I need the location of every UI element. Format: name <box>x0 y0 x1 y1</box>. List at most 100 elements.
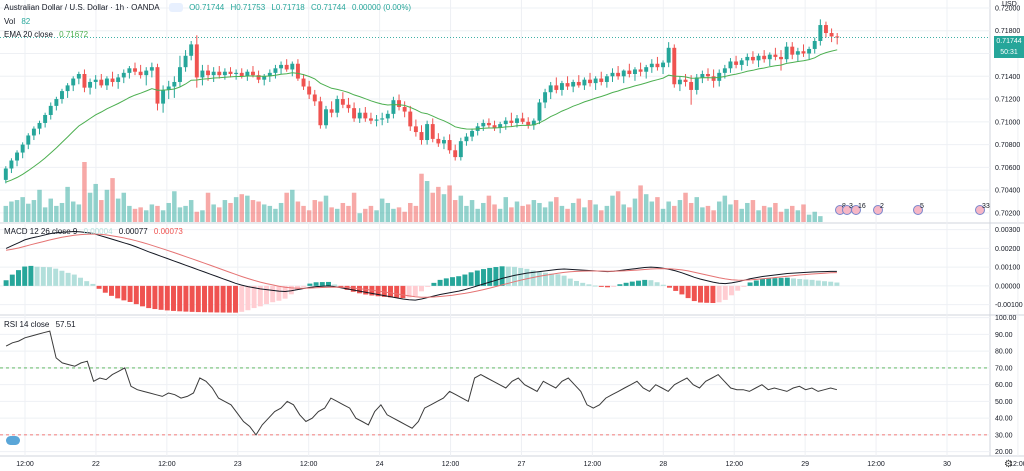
time-tick-label: 23 <box>234 461 242 468</box>
candle-body <box>593 78 598 84</box>
candle-body <box>795 51 800 55</box>
price-tick-label: 0.71000 <box>995 119 1020 126</box>
volume-bar <box>217 207 222 222</box>
volume-bar <box>610 195 615 222</box>
candle-body <box>335 99 340 113</box>
price-tick-label: 0.70800 <box>995 142 1020 149</box>
volume-bar <box>419 173 424 222</box>
macd-line <box>5 230 837 301</box>
event-marker <box>873 205 883 215</box>
macd-histogram-bar <box>47 267 52 286</box>
rsi-tick-label: 70.00 <box>995 365 1013 372</box>
volume-bar <box>761 205 767 222</box>
candle-body <box>436 138 441 144</box>
candle-body <box>26 135 31 145</box>
volume-bar <box>424 181 430 222</box>
rsi-tick-label: 50.00 <box>995 399 1013 406</box>
volume-bar <box>784 208 789 222</box>
candle-body <box>368 118 373 121</box>
candle-body <box>177 67 182 82</box>
candle-body <box>565 83 570 87</box>
candle-body <box>419 132 424 141</box>
macd-histogram-bar <box>772 278 778 286</box>
macd-histogram-bar <box>202 285 207 313</box>
candle-body <box>60 91 64 100</box>
candle-body <box>453 150 458 158</box>
volume-bar <box>683 192 688 222</box>
volume-bar <box>778 211 784 222</box>
volume-bar <box>273 208 278 222</box>
candle-body <box>649 63 654 68</box>
volume-bar <box>818 216 823 222</box>
candle-body <box>762 55 767 60</box>
volume-bar <box>121 192 127 222</box>
macd-histogram-bar <box>233 285 238 313</box>
macd-histogram-bar <box>431 282 437 286</box>
candle-body <box>734 61 739 65</box>
macd-histogram-bar <box>468 272 474 286</box>
macd-histogram-bar <box>332 284 338 286</box>
candle-body <box>245 71 250 77</box>
volume-bar <box>138 207 143 222</box>
candle-body <box>99 79 104 86</box>
volume-bar <box>329 207 334 222</box>
change-value: 0.00000 (0.00%) <box>351 3 412 12</box>
currency-label: USD <box>1002 1 1017 8</box>
time-tick-label: 12:00 <box>584 461 602 468</box>
macd-histogram-bar <box>536 271 542 286</box>
candle-body <box>391 100 396 114</box>
volume-bar <box>621 204 626 222</box>
macd-histogram-bar <box>605 285 610 288</box>
macd-histogram-bar <box>611 285 617 287</box>
vol-label: Vol <box>4 17 16 26</box>
candle-body <box>380 118 385 120</box>
volume-bar <box>402 211 407 222</box>
macd-histogram-bar <box>642 279 648 286</box>
candle-body <box>9 160 14 169</box>
candle-body <box>442 140 446 144</box>
macd-histogram-bar <box>425 285 431 287</box>
candle-body <box>71 78 76 86</box>
volume-bar <box>790 205 795 222</box>
candle-body <box>357 112 362 119</box>
eye-icon[interactable] <box>168 3 183 13</box>
macd-histogram-bar <box>474 270 480 286</box>
macd-histogram-bar <box>747 282 753 286</box>
macd-histogram-bar <box>16 270 21 286</box>
volume-bar <box>76 204 82 222</box>
macd-histogram-bar <box>567 278 573 286</box>
candle-body <box>267 72 272 77</box>
macd-histogram-bar <box>350 285 356 292</box>
candle-body <box>256 75 261 80</box>
volume-bar <box>239 194 244 222</box>
volume-bar <box>211 204 216 222</box>
volume-bar <box>481 202 486 222</box>
volume-bar <box>295 201 301 222</box>
volume-bar <box>801 204 806 222</box>
candle-body <box>93 79 98 82</box>
volume-bar <box>565 208 570 222</box>
volume-bar <box>42 207 48 222</box>
macd-histogram-bar <box>28 265 34 286</box>
volume-bar <box>464 205 469 222</box>
candle-body <box>829 33 834 37</box>
macd-histogram-bar <box>208 285 214 313</box>
candle-body <box>706 74 710 77</box>
time-tick-label: 12:00 <box>300 461 318 468</box>
macd-histogram-bar <box>276 285 282 301</box>
candle-body <box>447 140 452 151</box>
flag-icon[interactable] <box>6 436 20 445</box>
candle-body <box>144 70 149 76</box>
macd-histogram-bar <box>326 281 331 286</box>
candle-body <box>385 113 390 119</box>
gear-icon[interactable]: ⚙ <box>1004 459 1013 470</box>
macd-histogram-bar <box>598 285 604 287</box>
open-value: O0.71744 <box>189 3 225 12</box>
macd-histogram-bar <box>710 285 716 304</box>
volume-bar <box>306 210 312 222</box>
candle-body <box>318 101 323 126</box>
volume-bar <box>65 186 70 222</box>
macd-histogram-bar <box>623 282 629 286</box>
volume-bar <box>87 192 93 222</box>
